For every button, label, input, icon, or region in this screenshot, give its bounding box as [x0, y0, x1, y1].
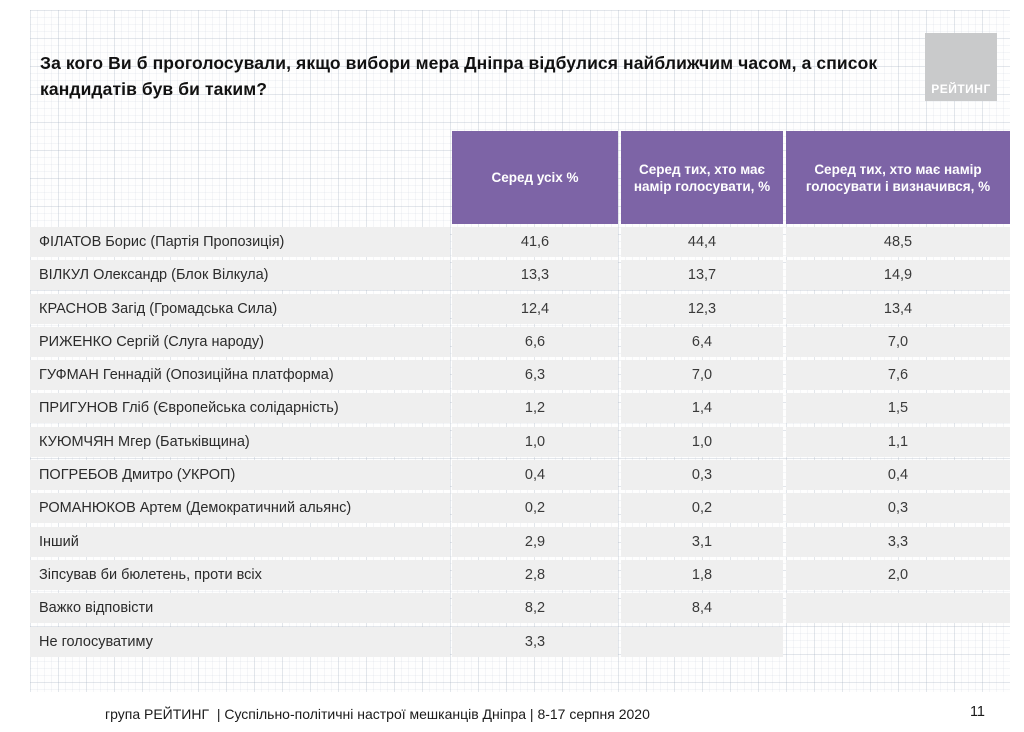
value-cell-decided: 1,1 [786, 426, 1010, 457]
value-cell-missing [786, 627, 1010, 657]
value-cell-all: 3,3 [452, 626, 618, 657]
answer-label: Інший [30, 526, 450, 557]
footer-caption: група РЕЙТИНГ | Суспільно-політичні наст… [105, 706, 650, 722]
value-cell-voters: 1,4 [621, 393, 783, 424]
value-cell-decided: 48,5 [786, 227, 1010, 257]
value-cell-all: 2,9 [452, 526, 618, 557]
candidate-label: КУЮМЧЯН Мгер (Батьківщина) [30, 426, 450, 457]
value-cell-voters: 3,1 [621, 526, 783, 557]
survey-results-table: Серед усіх % Серед тих, хто має намір го… [30, 131, 1010, 660]
table-row: КРАСНОВ Загід (Громадська Сила) 12,4 12,… [30, 293, 1010, 324]
rating-logo-label: РЕЙТИНГ [931, 82, 991, 96]
table-row: ФІЛАТОВ Борис (Партія Пропозиція) 41,6 4… [30, 227, 1010, 257]
value-cell-decided: 3,3 [786, 526, 1010, 557]
candidate-label: ФІЛАТОВ Борис (Партія Пропозиція) [30, 227, 450, 257]
slide-background: За кого Ви б проголосували, якщо вибори … [30, 10, 1010, 692]
value-cell-voters: 44,4 [621, 227, 783, 257]
page-number: 11 [969, 704, 985, 720]
value-cell-all: 6,6 [452, 326, 618, 357]
table-row: ВІЛКУЛ Олександр (Блок Вілкула) 13,3 13,… [30, 260, 1010, 291]
value-cell-voters: 7,0 [621, 360, 783, 391]
value-cell-voters: 1,8 [621, 559, 783, 590]
table-row: ПРИГУНОВ Гліб (Європейська солідарність)… [30, 393, 1010, 424]
answer-label: Зіпсував би бюлетень, проти всіх [30, 559, 450, 590]
table-row: РИЖЕНКО Сергій (Слуга народу) 6,6 6,4 7,… [30, 326, 1010, 357]
rating-group-logo: РЕЙТИНГ [925, 33, 997, 101]
candidate-label: ГУФМАН Геннадій (Опозиційна платформа) [30, 360, 450, 391]
value-cell-decided: 2,0 [786, 559, 1010, 590]
value-cell-all: 0,2 [452, 493, 618, 524]
value-cell-all: 6,3 [452, 360, 618, 391]
value-cell-all: 1,2 [452, 393, 618, 424]
value-cell-voters: 12,3 [621, 293, 783, 324]
value-cell-all: 13,3 [452, 260, 618, 291]
value-cell-decided [786, 593, 1010, 624]
column-header-all: Серед усіх % [452, 131, 618, 224]
value-cell-decided: 0,3 [786, 493, 1010, 524]
value-cell-decided: 13,4 [786, 293, 1010, 324]
value-cell-all: 1,0 [452, 426, 618, 457]
page-title: За кого Ви б проголосували, якщо вибори … [40, 53, 878, 99]
table-row: Важко відповісти 8,2 8,4 [30, 593, 1010, 624]
value-cell-all: 8,2 [452, 593, 618, 624]
value-cell-voters: 0,3 [621, 460, 783, 491]
value-cell-all: 0,4 [452, 460, 618, 491]
candidate-label: РОМАНЮКОВ Артем (Демократичний альянс) [30, 493, 450, 524]
value-cell-voters [621, 626, 783, 657]
table-row: КУЮМЧЯН Мгер (Батьківщина) 1,0 1,0 1,1 [30, 426, 1010, 457]
value-cell-decided: 7,0 [786, 326, 1010, 357]
value-cell-all: 41,6 [452, 227, 618, 257]
value-cell-voters: 6,4 [621, 326, 783, 357]
answer-label: Важко відповісти [30, 593, 450, 624]
value-cell-all: 12,4 [452, 293, 618, 324]
value-cell-decided: 0,4 [786, 460, 1010, 491]
candidate-label: ПРИГУНОВ Гліб (Європейська солідарність) [30, 393, 450, 424]
candidate-label: РИЖЕНКО Сергій (Слуга народу) [30, 326, 450, 357]
table-row: Не голосуватиму 3,3 [30, 626, 1010, 657]
candidate-label: ПОГРЕБОВ Дмитро (УКРОП) [30, 460, 450, 491]
value-cell-decided: 7,6 [786, 360, 1010, 391]
value-cell-decided: 1,5 [786, 393, 1010, 424]
table-row: ГУФМАН Геннадій (Опозиційна платформа) 6… [30, 360, 1010, 391]
table-row: РОМАНЮКОВ Артем (Демократичний альянс) 0… [30, 493, 1010, 524]
value-cell-decided: 14,9 [786, 260, 1010, 291]
table-row: Інший 2,9 3,1 3,3 [30, 526, 1010, 557]
candidate-label: КРАСНОВ Загід (Громадська Сила) [30, 293, 450, 324]
answer-label: Не голосуватиму [30, 626, 450, 657]
table-row: Зіпсував би бюлетень, проти всіх 2,8 1,8… [30, 559, 1010, 590]
header-spacer [30, 131, 450, 224]
value-cell-voters: 13,7 [621, 260, 783, 291]
value-cell-all: 2,8 [452, 559, 618, 590]
table-row: ПОГРЕБОВ Дмитро (УКРОП) 0,4 0,3 0,4 [30, 460, 1010, 491]
candidate-label: ВІЛКУЛ Олександр (Блок Вілкула) [30, 260, 450, 291]
column-header-decided: Серед тих, хто має намір голосувати і ви… [786, 131, 1010, 224]
column-header-intend-to-vote: Серед тих, хто має намір голосувати, % [621, 131, 783, 224]
table-header-row: Серед усіх % Серед тих, хто має намір го… [30, 131, 1010, 224]
value-cell-voters: 0,2 [621, 493, 783, 524]
value-cell-voters: 1,0 [621, 426, 783, 457]
value-cell-voters: 8,4 [621, 593, 783, 624]
